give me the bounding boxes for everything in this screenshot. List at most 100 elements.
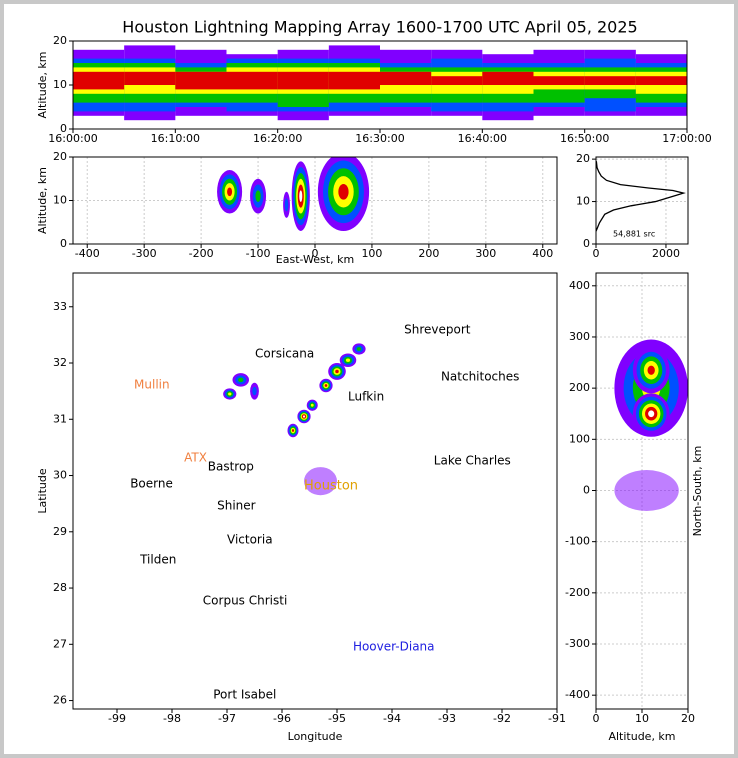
annotation: 54,881 src	[613, 230, 655, 239]
density-band	[533, 76, 585, 85]
density-blob	[291, 429, 295, 432]
plot-content	[73, 45, 687, 121]
density-blob	[356, 347, 362, 351]
density-blob	[647, 365, 655, 375]
plot-content	[73, 157, 557, 244]
place-label: Corpus Christi	[203, 593, 287, 607]
x-tick-label: 100	[361, 247, 382, 260]
y-tick-label: 0	[60, 237, 67, 250]
place-label: Bastrop	[208, 460, 254, 474]
density-band	[635, 76, 687, 85]
density-blob	[310, 403, 314, 407]
y-tick-label: 31	[53, 412, 67, 425]
y-tick-label: 0	[583, 237, 590, 250]
x-axis-label: East-West, km	[276, 253, 354, 266]
y-tick-label: 100	[569, 432, 590, 445]
plot-area	[596, 157, 688, 244]
density-band	[431, 76, 483, 85]
x-tick-label: -93	[438, 712, 456, 725]
density-blob	[255, 190, 261, 202]
y-axis-label: Altitude, km	[36, 167, 49, 234]
density-blob	[335, 369, 339, 374]
density-blob	[345, 358, 351, 362]
x-tick-label: -400	[75, 247, 100, 260]
altitude-profile	[596, 161, 686, 232]
density-blob	[324, 384, 328, 387]
y-tick-label: 32	[53, 356, 67, 369]
plot-border	[72, 272, 558, 710]
y-tick-label: 0	[60, 122, 67, 135]
y-tick-label: 10	[53, 78, 67, 91]
y-axis-label: Altitude, km	[36, 51, 49, 118]
plot-border	[72, 156, 558, 245]
x-tick-label: 16:20:00	[253, 132, 302, 145]
plot-border	[595, 272, 689, 710]
plot-content	[596, 157, 688, 244]
x-tick-label: 200	[418, 247, 439, 260]
place-label: Port Isabel	[213, 687, 276, 701]
x-tick-label: -94	[383, 712, 401, 725]
density-blob	[338, 183, 349, 200]
y-tick-label: 30	[53, 469, 67, 482]
plot-border	[595, 156, 689, 245]
x-tick-label: -95	[328, 712, 346, 725]
y-tick-label: 10	[576, 195, 590, 208]
place-label: Lufkin	[348, 389, 384, 403]
y-tick-label: 20	[576, 152, 590, 165]
density-band	[584, 76, 636, 85]
density-blob	[302, 415, 306, 418]
x-tick-label: 16:30:00	[355, 132, 404, 145]
x-tick-label: 0	[593, 247, 600, 260]
x-tick-label: 0	[593, 712, 600, 725]
y-tick-label: -200	[565, 586, 590, 599]
x-tick-label: 400	[532, 247, 553, 260]
density-blob	[614, 470, 679, 511]
plot-content	[223, 343, 366, 496]
density-band	[226, 71, 278, 90]
place-label: Mullin	[134, 377, 170, 391]
place-label: Houston	[304, 479, 358, 494]
density-blob	[304, 467, 337, 496]
density-blob	[299, 190, 303, 202]
y-tick-label: 29	[53, 525, 67, 538]
place-label: Corsicana	[255, 347, 314, 361]
x-tick-label: 0	[312, 247, 319, 260]
y-tick-label: 400	[569, 279, 590, 292]
y-tick-label: 28	[53, 581, 67, 594]
x-tick-label: -98	[163, 712, 181, 725]
y-tick-label: -300	[565, 637, 590, 650]
place-label: Boerne	[130, 476, 173, 490]
y-tick-label: 27	[53, 637, 67, 650]
density-band	[277, 71, 329, 90]
chart-title: Houston Lightning Mapping Array 1600-170…	[122, 18, 637, 37]
x-tick-label: -97	[218, 712, 236, 725]
plot-border	[72, 40, 688, 130]
y-tick-label: 33	[53, 300, 67, 313]
y-tick-label: -100	[565, 535, 590, 548]
y-axis-label: Latitude	[36, 468, 49, 514]
x-tick-label: 16:10:00	[151, 132, 200, 145]
y-tick-label: 10	[53, 194, 67, 207]
density-blob	[252, 386, 257, 396]
place-label: Natchitoches	[441, 370, 519, 384]
x-tick-label: 16:00:00	[48, 132, 97, 145]
x-tick-label: -96	[273, 712, 291, 725]
place-label: Shiner	[217, 498, 256, 512]
y-tick-label: 26	[53, 694, 67, 707]
density-blob	[228, 392, 232, 396]
y-tick-label: 300	[569, 330, 590, 343]
density-band	[328, 71, 380, 90]
place-label: Victoria	[227, 533, 273, 547]
density-blob	[284, 198, 289, 212]
y-tick-label: 0	[583, 483, 590, 496]
x-tick-label: 300	[475, 247, 496, 260]
place-label: Lake Charles	[434, 453, 511, 467]
x-tick-label: -200	[189, 247, 214, 260]
plot-content	[596, 273, 688, 709]
y-tick-label: 200	[569, 381, 590, 394]
density-blob	[648, 410, 655, 418]
x-tick-label: -300	[132, 247, 157, 260]
density-blob	[227, 187, 233, 197]
y-tick-label: 20	[53, 150, 67, 163]
